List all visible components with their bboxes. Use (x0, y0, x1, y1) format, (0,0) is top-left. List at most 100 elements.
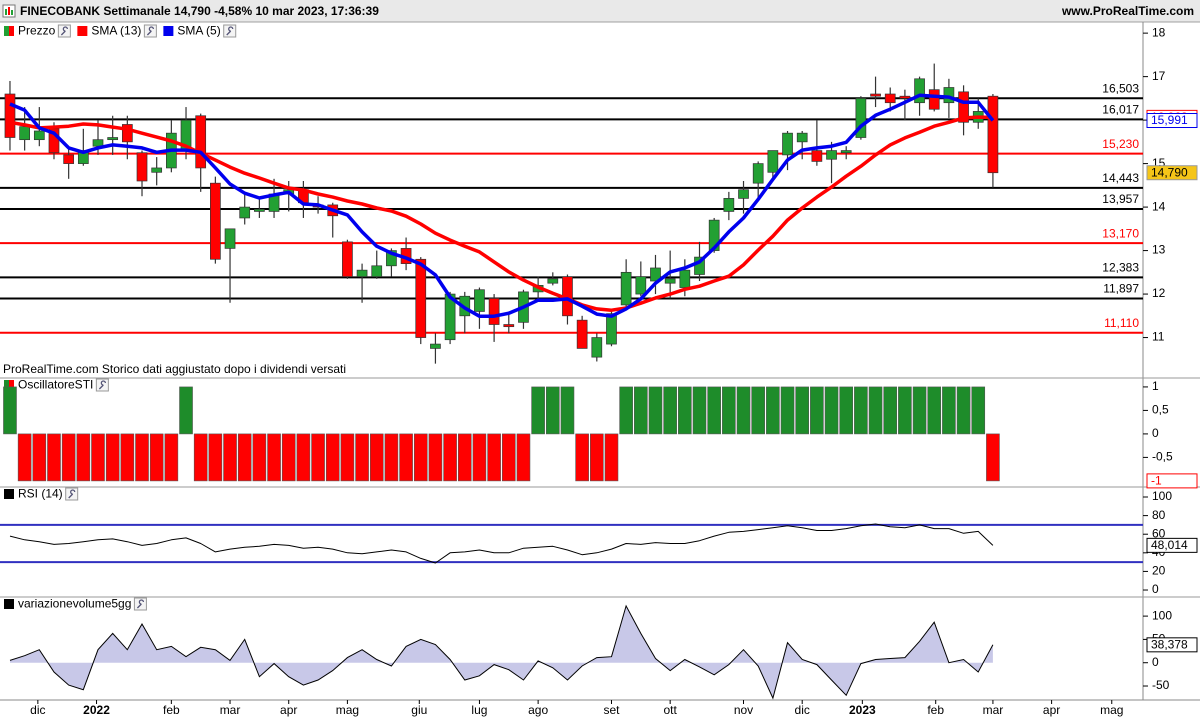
last-value-box (1146, 637, 1198, 653)
x-tick-label: feb (163, 703, 180, 717)
y-tick-label: 1 (1152, 379, 1159, 393)
candle-body (855, 98, 867, 138)
legend-icon (4, 380, 9, 390)
candle-body (943, 87, 955, 104)
oscillator-bar (795, 386, 809, 435)
oscillator-bar (516, 433, 531, 482)
candle-body (474, 289, 485, 312)
x-tick-label: mar (983, 703, 1004, 717)
level-label: 16,017 (1102, 103, 1139, 117)
settings-icon (226, 26, 234, 36)
oscillator-bar (898, 386, 912, 435)
settings-icon (136, 599, 145, 609)
x-tick-label: dic (30, 703, 45, 717)
last-value-label: 14,790 (1151, 165, 1188, 179)
candle-body (415, 258, 427, 338)
oscillator-bar (296, 433, 311, 482)
candle-body (63, 154, 75, 164)
oscillator-bar (135, 433, 149, 482)
x-tick-label: apr (280, 703, 297, 717)
candle-body (664, 278, 676, 284)
oscillator-bar (3, 386, 17, 435)
y-tick-label: 60 (1152, 526, 1166, 540)
area-fill (10, 605, 993, 699)
level-label: 15,230 (1102, 137, 1139, 151)
settings-icon (146, 26, 155, 36)
last-value-box (1146, 165, 1198, 181)
oscillator-bar (810, 386, 824, 435)
level-label: 13,170 (1102, 226, 1139, 240)
oscillator-bar (281, 433, 296, 482)
candle-body (620, 271, 632, 306)
oscillator-bar (472, 433, 487, 482)
candle-body (210, 182, 221, 260)
indicator-line (9, 115, 993, 312)
oscillator-bar (986, 433, 1000, 482)
oscillator-bar (678, 386, 692, 435)
y-tick-label: 100 (1152, 608, 1172, 622)
candle-body (708, 219, 720, 251)
y-tick-label: 18 (1152, 25, 1166, 39)
x-tick-label: set (603, 703, 620, 717)
oscillator-bar (531, 386, 545, 435)
legend-label: RSI (14) (18, 487, 63, 501)
oscillator-bar (766, 386, 780, 435)
level-label: 12,383 (1102, 261, 1139, 275)
last-value-box (1146, 473, 1198, 489)
candle-body (4, 93, 16, 138)
candle-body (606, 313, 617, 345)
candle-body (488, 298, 500, 325)
oscillator-bar (208, 433, 223, 482)
legend-icon (77, 26, 88, 36)
y-tick-label: 17 (1152, 69, 1166, 83)
candle-body (92, 139, 104, 147)
candle-body (782, 132, 793, 156)
y-tick-label: 100 (1152, 489, 1172, 503)
oscillator-bar (648, 386, 663, 435)
oscillator-bar (545, 386, 560, 435)
candle-body (33, 130, 45, 141)
oscillator-bar (311, 433, 325, 482)
oscillator-bar (619, 386, 633, 435)
candle-body (107, 137, 119, 141)
x-tick-label: mar (220, 703, 241, 717)
oscillator-bar (179, 386, 193, 435)
last-value-box (1146, 537, 1198, 553)
x-tick-label: feb (927, 703, 944, 717)
title-bar (0, 0, 1200, 22)
x-tick-label: 2022 (83, 703, 110, 717)
y-tick-label: 0 (1152, 655, 1159, 669)
period: Settimanale (103, 4, 171, 18)
candle-body (679, 269, 691, 288)
x-tick-label: ott (663, 703, 677, 717)
x-tick-label: mag (336, 703, 359, 717)
candle-body (884, 93, 896, 104)
oscillator-bar (707, 386, 721, 435)
oscillator-bar (443, 433, 457, 482)
oscillator-bar (237, 433, 252, 482)
candle-body (591, 337, 603, 358)
level-label: 13,957 (1102, 192, 1139, 206)
oscillator-bar (325, 433, 340, 482)
oscillator-bar (956, 386, 971, 435)
oscillator-bar (457, 433, 472, 482)
legend-icon (4, 489, 14, 499)
oscillator-bar (942, 386, 956, 435)
level-label: 11,897 (1103, 282, 1139, 296)
last-value-label: -1 (1151, 474, 1162, 488)
oscillator-bar (692, 386, 707, 435)
oscillator-bar (61, 433, 76, 482)
legend-icon (163, 26, 174, 36)
candle-body (239, 206, 251, 219)
oscillator-bar (722, 386, 736, 435)
candle-body (840, 150, 852, 154)
legend-icon (9, 380, 14, 390)
site-link[interactable]: www.ProRealTime.com (1061, 4, 1194, 18)
oscillator-bar (252, 433, 267, 482)
candle-body (738, 189, 749, 199)
oscillator-bar (149, 433, 164, 482)
oscillator-bar (501, 433, 516, 482)
